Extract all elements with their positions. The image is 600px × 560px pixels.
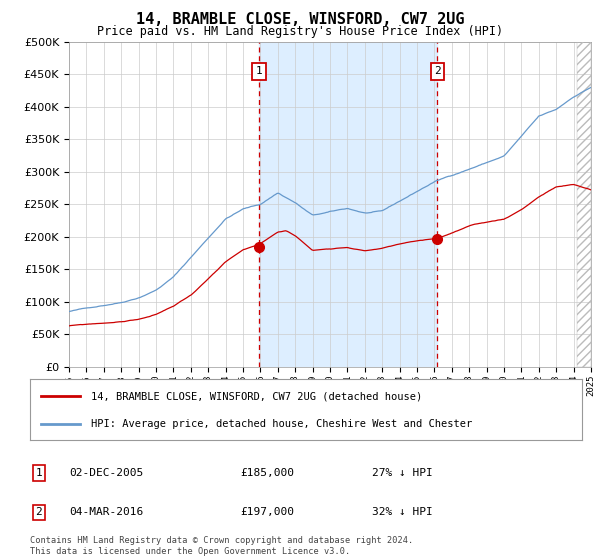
Text: Contains HM Land Registry data © Crown copyright and database right 2024.
This d: Contains HM Land Registry data © Crown c…: [30, 536, 413, 556]
Text: 2: 2: [434, 66, 441, 76]
Bar: [577, 42, 591, 367]
Text: 02-DEC-2005: 02-DEC-2005: [69, 468, 143, 478]
Bar: [259, 42, 437, 367]
Text: 2: 2: [35, 507, 43, 517]
Text: Price paid vs. HM Land Registry's House Price Index (HPI): Price paid vs. HM Land Registry's House …: [97, 25, 503, 38]
Text: 32% ↓ HPI: 32% ↓ HPI: [372, 507, 433, 517]
Text: HPI: Average price, detached house, Cheshire West and Chester: HPI: Average price, detached house, Ches…: [91, 419, 472, 430]
Text: 1: 1: [35, 468, 43, 478]
Text: 14, BRAMBLE CLOSE, WINSFORD, CW7 2UG (detached house): 14, BRAMBLE CLOSE, WINSFORD, CW7 2UG (de…: [91, 391, 422, 401]
Text: £197,000: £197,000: [240, 507, 294, 517]
Text: 04-MAR-2016: 04-MAR-2016: [69, 507, 143, 517]
Text: 27% ↓ HPI: 27% ↓ HPI: [372, 468, 433, 478]
Text: 14, BRAMBLE CLOSE, WINSFORD, CW7 2UG: 14, BRAMBLE CLOSE, WINSFORD, CW7 2UG: [136, 12, 464, 27]
Text: 1: 1: [256, 66, 262, 76]
Text: £185,000: £185,000: [240, 468, 294, 478]
Bar: [577, 42, 591, 367]
